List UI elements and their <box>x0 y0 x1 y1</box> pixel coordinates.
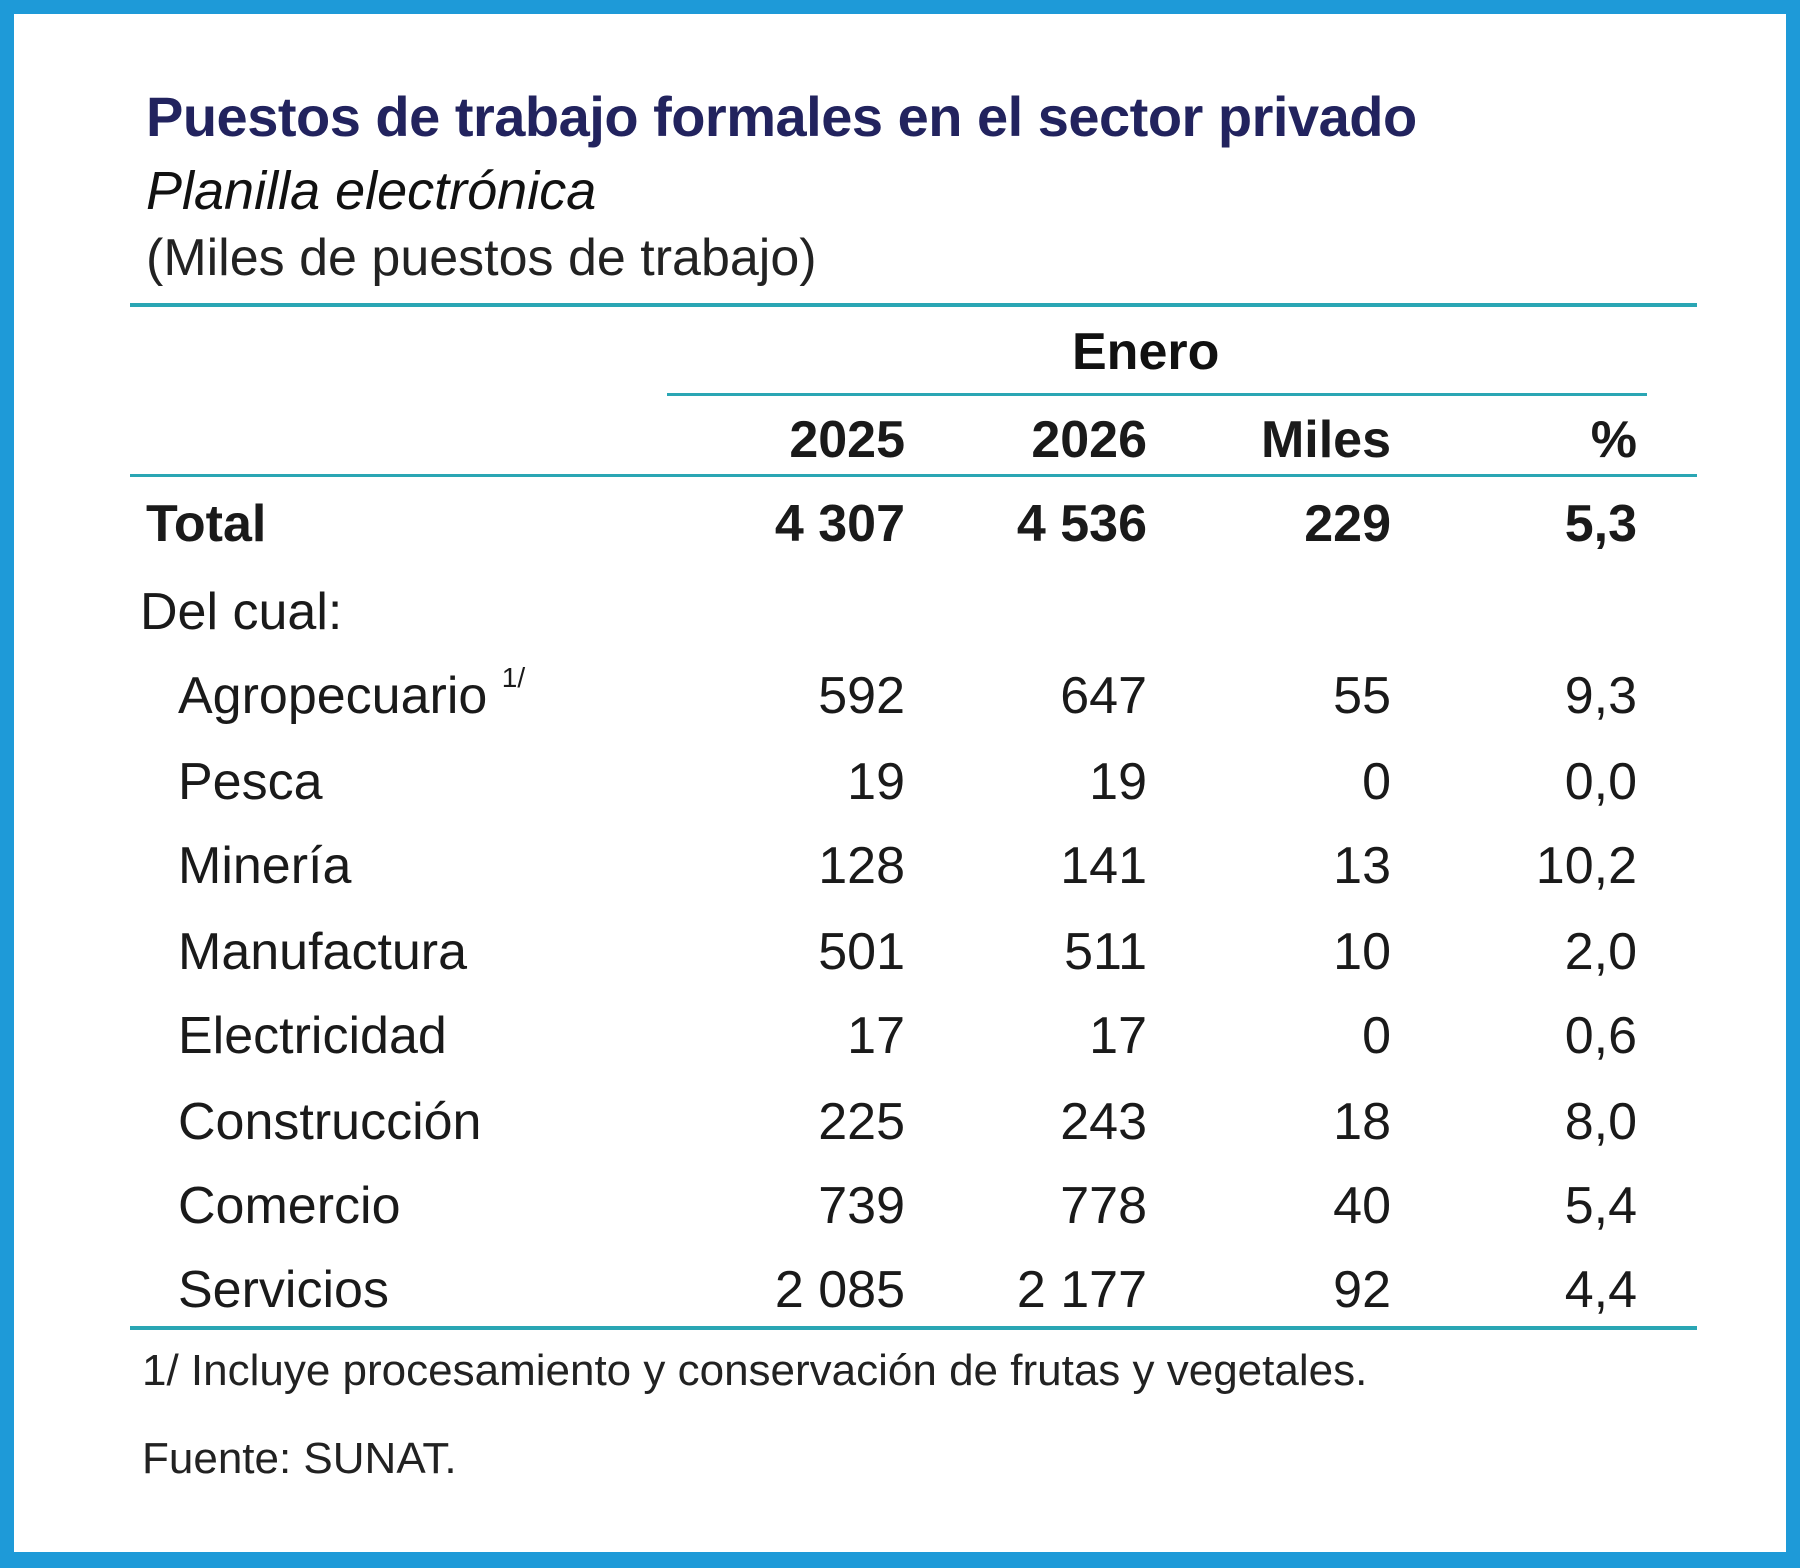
row-label: Minería <box>178 836 351 896</box>
subheading: Del cual: <box>140 583 343 641</box>
total-label: Total <box>146 495 267 553</box>
row-value-2: 18 <box>1333 1093 1391 1151</box>
total-value-0: 4 307 <box>774 495 905 553</box>
row-value-0: 739 <box>818 1177 905 1235</box>
row-label-text: Electricidad <box>178 1007 447 1065</box>
total-value-1: 4 536 <box>1016 495 1147 553</box>
row-value-2: 40 <box>1333 1177 1391 1235</box>
row-label: Agropecuario 1/ <box>178 662 525 726</box>
row-value-3: 4,4 <box>1564 1261 1637 1319</box>
row-value-0: 17 <box>847 1007 905 1065</box>
row-label: Electricidad <box>178 1006 447 1066</box>
total-value-2: 229 <box>1304 495 1391 553</box>
period-rule <box>667 393 1647 396</box>
row-value-2: 0 <box>1362 1007 1391 1065</box>
column-header-1: 2026 <box>1031 411 1147 469</box>
row-value-1: 647 <box>1060 667 1147 725</box>
column-header-2: Miles <box>1260 411 1391 469</box>
bottom-rule <box>130 1326 1697 1330</box>
row-label-text: Construcción <box>178 1093 482 1151</box>
row-value-0: 225 <box>818 1093 905 1151</box>
row-value-1: 778 <box>1060 1177 1147 1235</box>
row-value-3: 0,0 <box>1564 753 1637 811</box>
row-label: Pesca <box>178 752 323 812</box>
row-value-2: 10 <box>1333 923 1391 981</box>
table-subtitle: Planilla electrónica <box>146 161 597 221</box>
row-value-1: 243 <box>1060 1093 1147 1151</box>
header-rule <box>130 474 1697 477</box>
row-label-text: Minería <box>178 837 352 895</box>
row-value-3: 9,3 <box>1564 667 1637 725</box>
row-value-3: 5,4 <box>1564 1177 1637 1235</box>
table-units: (Miles de puestos de trabajo) <box>146 229 817 287</box>
row-value-3: 2,0 <box>1564 923 1637 981</box>
row-label: Construcción <box>178 1092 481 1152</box>
row-label-text: Servicios <box>178 1261 389 1319</box>
row-label-text: Manufactura <box>178 923 468 981</box>
row-value-1: 141 <box>1060 837 1147 895</box>
period-header: Enero <box>1072 323 1220 381</box>
top-rule <box>130 303 1697 307</box>
row-value-2: 0 <box>1362 753 1391 811</box>
row-value-3: 0,6 <box>1564 1007 1637 1065</box>
row-label: Servicios <box>178 1260 389 1320</box>
row-label: Comercio <box>178 1176 401 1236</box>
total-value-3: 5,3 <box>1564 495 1637 553</box>
row-value-1: 19 <box>1089 753 1147 811</box>
row-value-0: 2 085 <box>774 1261 905 1319</box>
row-value-1: 511 <box>1064 923 1147 981</box>
row-value-0: 592 <box>818 667 905 725</box>
row-value-2: 92 <box>1333 1261 1391 1319</box>
row-value-2: 55 <box>1333 667 1391 725</box>
row-value-3: 10,2 <box>1535 837 1637 895</box>
column-header-3: % <box>1590 411 1637 469</box>
row-label: Manufactura <box>178 922 467 982</box>
row-label-text: Pesca <box>178 753 323 811</box>
row-value-1: 17 <box>1089 1007 1147 1065</box>
row-value-2: 13 <box>1333 837 1391 895</box>
row-value-1: 2 177 <box>1016 1261 1147 1319</box>
table-title: Puestos de trabajo formales en el sector… <box>146 85 1417 148</box>
row-label-text: Agropecuario <box>178 667 488 725</box>
row-value-0: 128 <box>818 837 905 895</box>
row-value-0: 19 <box>847 753 905 811</box>
row-label-text: Comercio <box>178 1177 401 1235</box>
row-value-3: 8,0 <box>1564 1093 1637 1151</box>
footnote: 1/ Incluye procesamiento y conservación … <box>142 1346 1368 1395</box>
footnote-marker: 1/ <box>501 662 526 693</box>
row-value-0: 501 <box>818 923 905 981</box>
source-note: Fuente: SUNAT. <box>142 1434 457 1483</box>
column-header-0: 2025 <box>789 411 905 469</box>
